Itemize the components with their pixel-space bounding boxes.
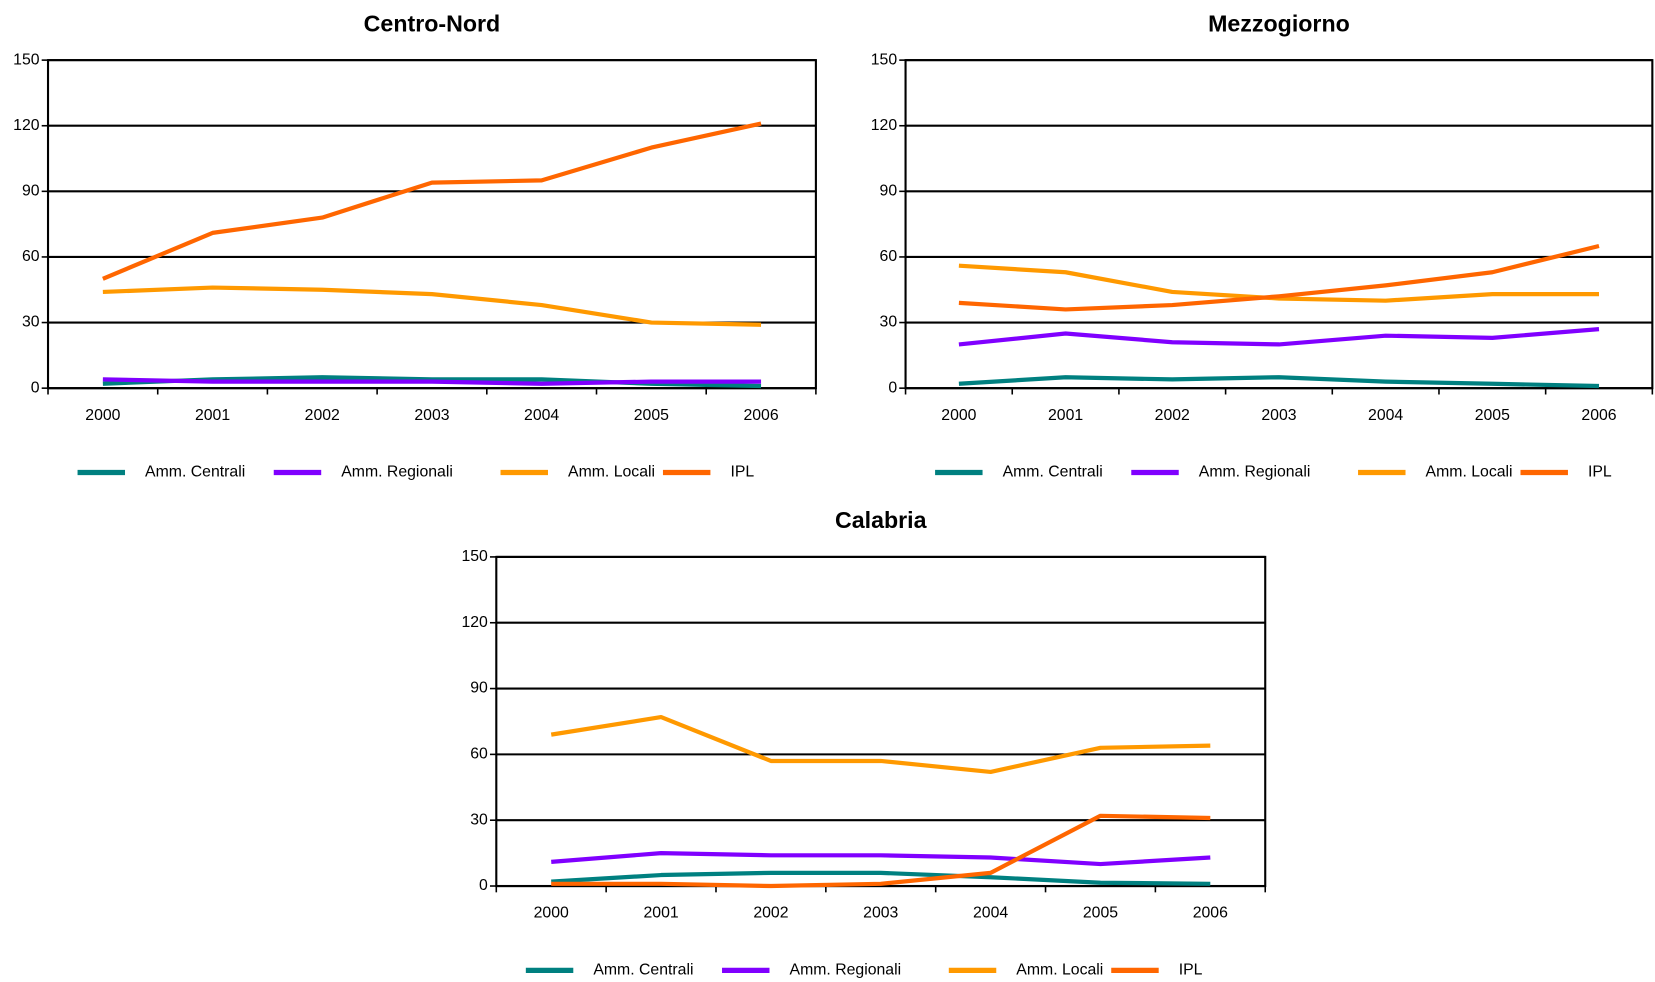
- y-tick-label: 0: [888, 379, 897, 396]
- legend-label: Amm. Locali: [568, 464, 655, 481]
- y-tick-label: 30: [880, 314, 898, 331]
- y-tick-label: 30: [22, 314, 40, 331]
- x-tick-label: 2005: [1083, 905, 1118, 922]
- y-tick-label: 90: [470, 680, 488, 697]
- plot-frame: [495, 555, 1267, 888]
- legend-label: IPL: [1588, 464, 1612, 481]
- chart-title: Calabria: [835, 507, 928, 533]
- x-tick-label: 2003: [1261, 407, 1296, 424]
- series-line: [102, 285, 762, 327]
- x-tick-label: 2000: [941, 407, 976, 424]
- x-tick-label: 2000: [534, 905, 569, 922]
- x-tick-label: 2002: [1155, 407, 1190, 424]
- series-line: [958, 327, 1600, 347]
- series-line: [551, 813, 1211, 889]
- x-tick-label: 2000: [85, 407, 120, 424]
- chart-title: Mezzogiorno: [1208, 10, 1350, 36]
- x-tick-label: 2006: [743, 407, 778, 424]
- x-tick-label: 2006: [1193, 905, 1228, 922]
- legend-label: Amm. Regionali: [790, 962, 902, 979]
- chart-title: Centro-Nord: [364, 10, 501, 36]
- y-tick-label: 30: [470, 811, 488, 828]
- x-tick-label: 2004: [524, 407, 559, 424]
- legend-label: IPL: [730, 464, 754, 481]
- series-line: [102, 121, 762, 281]
- series-line: [102, 377, 762, 386]
- x-tick-label: 2005: [1475, 407, 1510, 424]
- x-tick-label: 2003: [863, 905, 898, 922]
- plot-frame: [904, 59, 1654, 390]
- y-tick-label: 150: [13, 51, 40, 68]
- series-line: [958, 263, 1599, 303]
- legend-label: Amm. Centrali: [593, 962, 693, 979]
- series-line: [958, 243, 1600, 312]
- x-tick-label: 2001: [195, 407, 230, 424]
- legend-label: IPL: [1179, 962, 1203, 979]
- series-line: [551, 870, 1211, 886]
- legend-label: Amm. Locali: [1426, 464, 1513, 481]
- y-tick-label: 120: [461, 614, 488, 631]
- plot-frame: [46, 59, 817, 390]
- y-tick-label: 120: [13, 117, 40, 134]
- y-tick-label: 60: [470, 746, 488, 763]
- x-tick-label: 2004: [973, 905, 1008, 922]
- x-tick-label: 2006: [1581, 407, 1616, 424]
- y-tick-label: 150: [871, 51, 898, 68]
- y-tick-label: 60: [880, 248, 898, 265]
- y-tick-label: 90: [22, 183, 40, 200]
- y-tick-label: 0: [31, 379, 40, 396]
- y-tick-label: 90: [880, 183, 898, 200]
- legend-label: Amm. Regionali: [341, 464, 453, 481]
- x-tick-label: 2004: [1368, 407, 1403, 424]
- y-tick-label: 60: [22, 248, 40, 265]
- legend-label: Amm. Regionali: [1199, 464, 1311, 481]
- legend-label: Amm. Centrali: [1003, 464, 1103, 481]
- series-line: [551, 850, 1211, 867]
- x-tick-label: 2002: [753, 905, 788, 922]
- x-tick-label: 2005: [634, 407, 669, 424]
- series-line: [958, 375, 1600, 389]
- x-tick-label: 2002: [305, 407, 340, 424]
- x-tick-label: 2003: [414, 407, 449, 424]
- y-tick-label: 150: [461, 548, 488, 565]
- legend-label: Amm. Centrali: [145, 464, 245, 481]
- y-tick-label: 0: [479, 877, 488, 894]
- series-line: [102, 375, 762, 389]
- x-tick-label: 2001: [1048, 407, 1083, 424]
- legend-label: Amm. Locali: [1016, 962, 1103, 979]
- x-tick-label: 2001: [643, 905, 678, 922]
- y-tick-label: 120: [871, 117, 898, 134]
- series-line: [550, 714, 1211, 775]
